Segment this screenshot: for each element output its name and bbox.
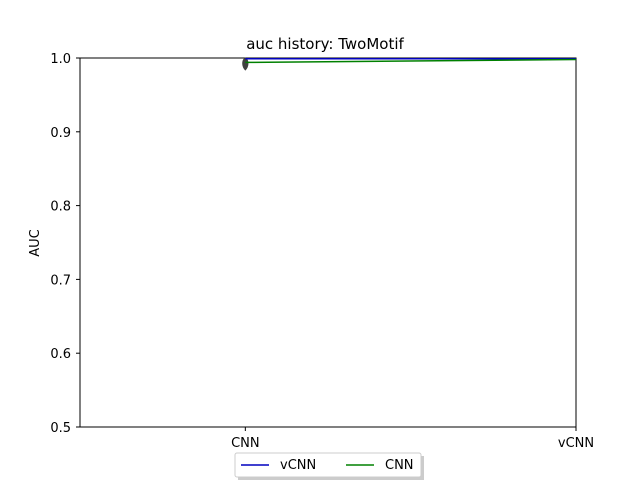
legend: vCNN CNN [234,452,424,480]
x-tick-label: vCNN [558,436,594,451]
chart-title: auc history: TwoMotif [246,35,404,53]
legend-label: vCNN [280,458,316,473]
legend-box [234,452,422,478]
y-tick-label: 0.6 [50,347,71,362]
y-axis-label: AUC [28,229,43,257]
y-tick-label: 0.8 [50,200,71,215]
plot-area: 0.5 0.6 0.7 0.8 0.9 1.0 CNN vCNN [50,52,594,451]
legend-label: CNN [385,458,414,473]
y-tick-label: 0.9 [50,126,71,141]
violin-marker [242,57,249,71]
series-line-cnn [245,58,577,64]
y-tick-label: 0.7 [50,273,71,288]
x-tick-label: CNN [231,436,260,451]
y-tick-label: 0.5 [50,421,71,436]
y-tick-label: 1.0 [50,52,71,67]
